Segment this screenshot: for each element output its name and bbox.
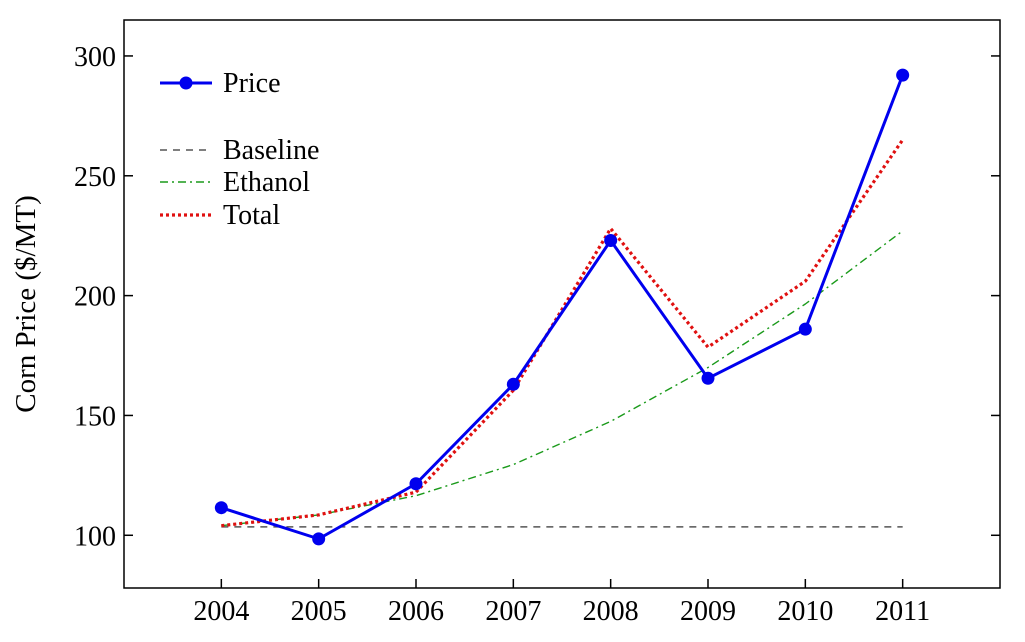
data-point-price (701, 371, 715, 385)
x-tick-label: 2009 (680, 596, 736, 627)
y-axis-label: Corn Price ($/MT) (10, 195, 42, 412)
data-point-price (409, 477, 423, 491)
series-line-total (221, 138, 904, 528)
y-axis-ticks: 100 150 200 250 300 (74, 42, 1000, 552)
x-tick-label: 2011 (875, 596, 930, 627)
x-tick-label: 2006 (388, 596, 444, 627)
data-point-price (214, 501, 228, 515)
data-point-price (312, 532, 326, 546)
x-tick-label: 2004 (193, 596, 249, 627)
x-tick-label: 2010 (777, 596, 833, 627)
legend-label-baseline: Baseline (223, 135, 319, 166)
legend-label-ethanol: Ethanol (223, 167, 310, 198)
series-line-price (220, 74, 905, 541)
y-tick-label: 150 (74, 401, 116, 432)
legend-label-price: Price (223, 68, 281, 99)
y-tick-label: 250 (74, 162, 116, 193)
legend-label-total: Total (223, 200, 280, 231)
series-line-ethanol (221, 230, 904, 527)
y-tick-label: 100 (74, 521, 116, 552)
y-tick-label: 300 (74, 42, 116, 73)
x-tick-label: 2005 (291, 596, 347, 627)
data-point-price (604, 233, 618, 247)
plot-frame (123, 19, 1001, 589)
x-axis-ticks: 2004 2005 2006 2007 2008 2009 2010 2011 (193, 579, 930, 627)
legend-marker-price (179, 76, 193, 90)
data-point-price (896, 68, 910, 82)
x-tick-label: 2007 (485, 596, 541, 627)
series-layer (214, 68, 910, 546)
x-tick-label: 2008 (583, 596, 639, 627)
y-tick-label: 200 (74, 282, 116, 313)
data-point-price (506, 377, 520, 391)
data-point-price (798, 322, 812, 336)
